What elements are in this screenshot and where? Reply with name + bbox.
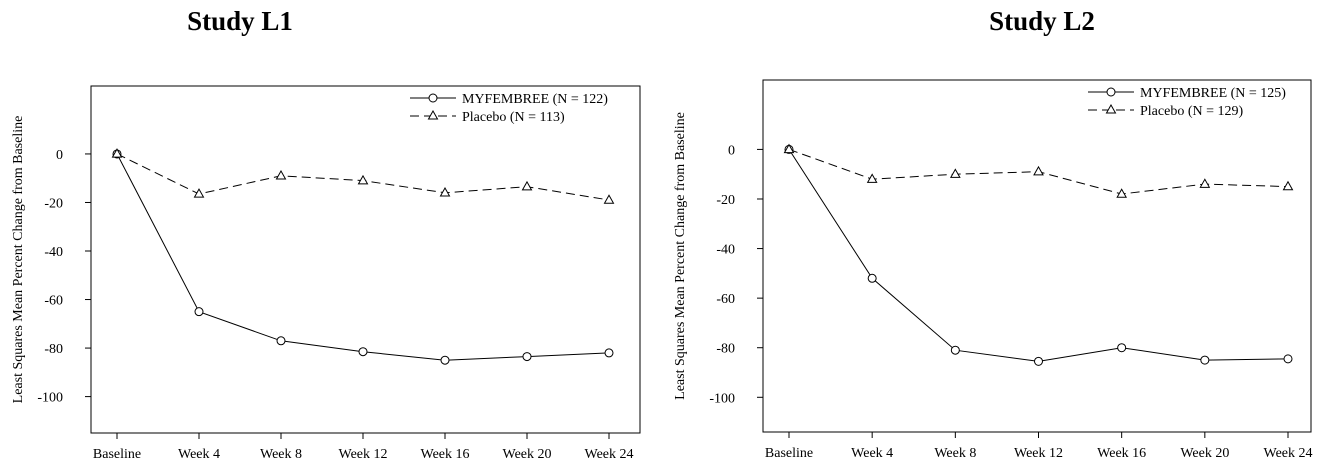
plot-frame <box>90 85 641 434</box>
plot-frame <box>762 79 1312 433</box>
legend-marker <box>427 109 439 120</box>
y-tick-label: -40 <box>44 245 63 260</box>
x-tick-label: Week 8 <box>260 447 302 462</box>
x-tick-label: Week 16 <box>1097 446 1146 461</box>
placebo-point <box>1282 180 1294 191</box>
x-tick-label: Week 4 <box>178 447 220 462</box>
myfembree-point <box>358 347 368 357</box>
y-tick-label: -20 <box>716 193 735 208</box>
myfembree-point <box>440 355 450 365</box>
y-tick-label: -80 <box>716 342 735 357</box>
legend-label: MYFEMBREE (N = 122) <box>462 92 608 107</box>
y-tick-label: -100 <box>709 391 735 406</box>
y-tick-label: 0 <box>728 143 735 158</box>
x-tick-label: Week 12 <box>338 447 387 462</box>
y-axis-label: Least Squares Mean Percent Change from B… <box>673 112 688 400</box>
y-tick-label: -20 <box>44 196 63 211</box>
y-tick-label: -60 <box>716 292 735 307</box>
line-chart-study-l2: 0 -20 -40 -60 -80 -100 Baseline Week 4 Week 8 Wee… <box>673 79 1313 461</box>
y-tick-label: -40 <box>716 243 735 258</box>
legend-marker <box>1106 87 1116 97</box>
placebo-point <box>1033 165 1044 176</box>
placebo-point <box>521 180 533 191</box>
placebo-point <box>111 148 123 158</box>
x-tick-label: Week 16 <box>420 447 469 462</box>
y-tick-label: -60 <box>44 294 63 309</box>
myfembree-point <box>522 352 532 362</box>
placebo-point <box>357 174 369 185</box>
x-tick-label: Week 24 <box>1263 446 1312 461</box>
x-tick-label: Baseline <box>93 447 141 462</box>
placebo-point <box>603 194 615 204</box>
x-tick-label: Week 20 <box>502 447 551 462</box>
x-tick-label: Week 8 <box>934 446 976 461</box>
myfembree-point <box>604 348 614 358</box>
myfembree-line <box>788 149 1289 362</box>
myfembree-point <box>1200 355 1210 365</box>
line-chart-study-l1: 0 -20 -40 -60 -80 -100 Baseline Week 4 Week 8 Wee… <box>11 85 641 462</box>
y-tick-label: -100 <box>37 391 63 406</box>
legend-label: Placebo (N = 129) <box>1140 104 1243 119</box>
myfembree-point <box>1283 354 1293 364</box>
myfembree-point <box>950 345 960 355</box>
myfembree-point <box>867 273 877 283</box>
legend-marker <box>428 93 438 103</box>
chart-title: Study L1 <box>187 6 293 36</box>
chart-title: Study L2 <box>989 6 1095 36</box>
x-tick-label: Week 24 <box>584 447 633 462</box>
legend-label: MYFEMBREE (N = 125) <box>1140 86 1286 101</box>
placebo-point <box>783 143 795 154</box>
x-tick-label: Week 12 <box>1014 446 1063 461</box>
myfembree-line <box>116 153 610 361</box>
chart-panel-study-l2: Study L2 0 -20 -40 -60 -80 -100 Baseline Week 4… <box>664 0 1328 466</box>
placebo-point <box>1116 188 1128 198</box>
placebo-point <box>193 188 205 198</box>
x-tick-label: Week 20 <box>1180 446 1229 461</box>
myfembree-point <box>1117 343 1127 353</box>
x-tick-label: Week 4 <box>851 446 893 461</box>
myfembree-point <box>1034 356 1043 366</box>
x-tick-label: Baseline <box>765 446 813 461</box>
placebo-point <box>949 168 961 178</box>
y-tick-label: -80 <box>44 342 63 357</box>
myfembree-point <box>194 307 204 317</box>
chart-panel-study-l1: Study L1 0 -20 -40 -60 -80 -100 Baseline Week 4… <box>11 6 641 462</box>
legend-marker <box>1105 103 1117 114</box>
placebo-point <box>275 169 287 180</box>
placebo-point <box>1199 178 1211 188</box>
myfembree-point <box>276 336 286 346</box>
y-axis-label: Least Squares Mean Percent Change from B… <box>11 116 26 404</box>
placebo-point <box>439 186 451 197</box>
y-tick-label: 0 <box>56 148 63 163</box>
placebo-point <box>866 173 878 183</box>
legend-label: Placebo (N = 113) <box>462 110 565 125</box>
